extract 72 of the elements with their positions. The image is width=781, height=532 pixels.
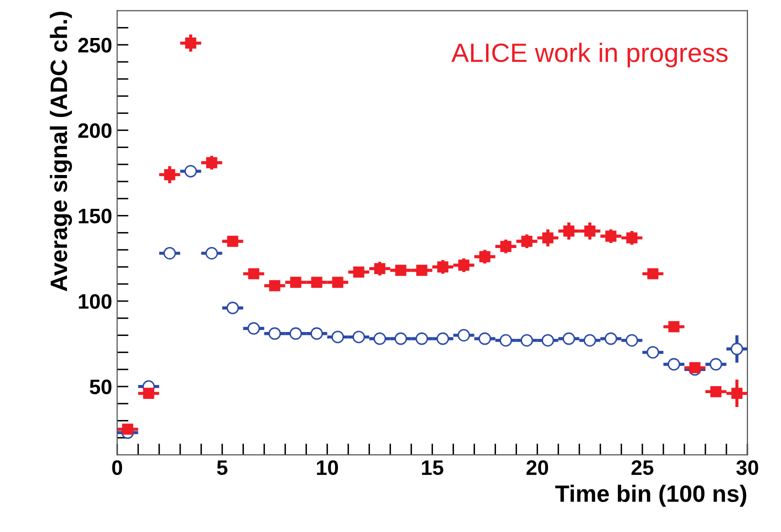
point	[689, 362, 700, 374]
annotation: ALICE work in progress	[451, 42, 728, 68]
point	[521, 236, 532, 247]
point	[562, 332, 576, 345]
point	[647, 268, 658, 280]
x-axis-title: Time bin (100 ns)	[555, 484, 746, 507]
x-tick-label: 10	[316, 460, 338, 476]
x-tick-label: 20	[526, 460, 548, 476]
point	[290, 276, 302, 288]
point	[584, 225, 596, 237]
point	[185, 38, 196, 49]
point	[542, 334, 554, 347]
point	[163, 247, 176, 260]
point	[352, 330, 366, 344]
point	[730, 342, 744, 356]
point	[604, 332, 618, 345]
point	[394, 332, 408, 345]
point	[268, 327, 281, 340]
y-axis-title: Average signal (ADC ch.)	[50, 12, 72, 292]
point	[479, 251, 490, 262]
point	[646, 346, 660, 359]
point	[710, 358, 722, 371]
point	[500, 240, 512, 252]
point	[436, 332, 450, 345]
point	[374, 263, 386, 274]
point	[289, 327, 302, 340]
point	[331, 330, 344, 344]
x-tick-label: 5	[217, 460, 228, 476]
point	[416, 264, 428, 276]
point	[731, 388, 742, 399]
point	[374, 332, 386, 345]
point	[605, 230, 616, 242]
point	[668, 321, 680, 332]
x-tick-label: 25	[632, 460, 654, 476]
point	[500, 334, 512, 347]
point	[311, 276, 322, 288]
y-tick-label: 150	[78, 208, 112, 224]
point	[520, 334, 534, 347]
point	[458, 260, 470, 271]
point	[353, 266, 364, 278]
point	[395, 264, 406, 276]
point	[226, 302, 239, 314]
y-tick-label: 250	[78, 38, 112, 53]
point	[143, 388, 154, 399]
point	[542, 232, 554, 244]
point	[416, 332, 428, 345]
point	[668, 358, 680, 371]
y-tick-label: 100	[78, 294, 112, 309]
point	[626, 334, 638, 347]
point	[458, 329, 470, 342]
x-tick-label: 15	[422, 460, 444, 476]
point	[584, 334, 596, 347]
point	[626, 232, 638, 244]
point	[184, 164, 197, 178]
point	[332, 276, 344, 288]
point	[248, 268, 260, 280]
point	[206, 157, 218, 168]
y-tick-label: 200	[78, 123, 112, 138]
point	[437, 261, 448, 272]
y-tick-label: 50	[90, 380, 112, 394]
point	[310, 327, 323, 340]
point	[205, 247, 218, 260]
x-tick-label: 0	[112, 460, 122, 476]
x-tick-label: 30	[736, 460, 758, 476]
point	[247, 322, 260, 335]
point	[164, 169, 176, 180]
point	[563, 225, 574, 237]
point	[269, 280, 280, 292]
point	[122, 424, 134, 435]
point	[227, 236, 238, 247]
point	[478, 332, 492, 345]
point	[710, 386, 722, 398]
